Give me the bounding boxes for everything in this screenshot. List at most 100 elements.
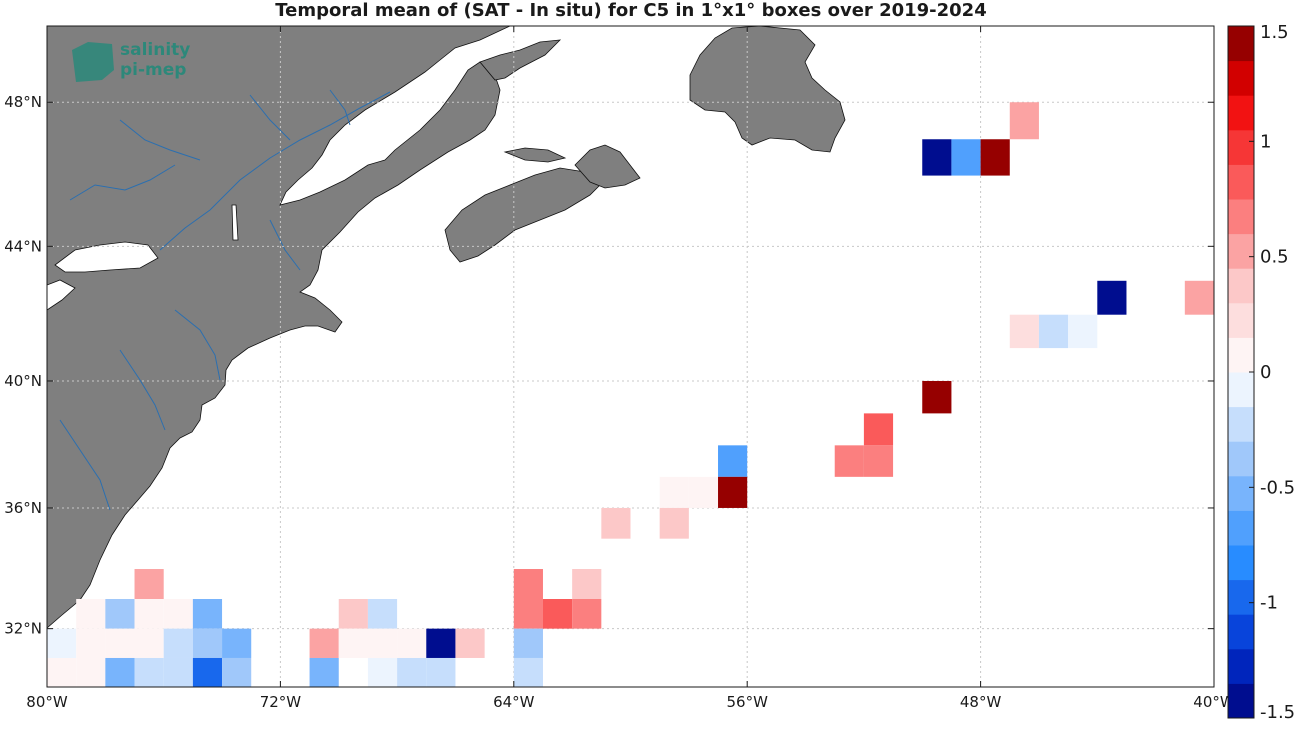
heatmap-cell-17 xyxy=(601,507,631,539)
river-e xyxy=(174,309,221,381)
lake-champlain xyxy=(231,204,239,241)
heatmap-cell-14 xyxy=(659,476,689,508)
heatmap-cell-35 xyxy=(76,628,106,658)
heatmap-cell-53 xyxy=(222,657,252,687)
heatmap-cell-41 xyxy=(309,628,339,658)
heatmap-cell-9 xyxy=(922,380,952,414)
heatmap-cell-38 xyxy=(163,628,193,658)
colorbar-level-18 xyxy=(1228,60,1254,96)
heatmap-cell-47 xyxy=(47,657,77,687)
heatmap-cell-10 xyxy=(863,413,894,446)
colorbar-ticks: 1.5 1 0.5 0 -0.5 -1 -1.5 xyxy=(1249,22,1295,723)
colorbar-level-19 xyxy=(1228,26,1254,62)
y-axis-ticks: 32°N 36°N 40°N 44°N 48°N xyxy=(4,93,1214,638)
map-frame xyxy=(46,25,1215,688)
colorbar-level-13 xyxy=(1228,233,1254,269)
chart-title: Temporal mean of (SAT - In situ) for C5 … xyxy=(275,0,986,21)
logo-line1: salinity xyxy=(120,40,190,60)
colorbar-tick-label-5: -1 xyxy=(1260,593,1278,614)
heatmap-cell-25 xyxy=(513,657,543,687)
heatmap-cell-55 xyxy=(367,657,398,687)
salinity-pi-mep-logo: salinity pi-mep xyxy=(72,40,190,82)
river-d xyxy=(329,89,351,126)
heatmap-cell-40 xyxy=(222,628,252,658)
x-tick-label-2: 64°W xyxy=(493,693,535,711)
river-g xyxy=(59,419,111,511)
river-f xyxy=(119,349,166,431)
colorbar-level-15 xyxy=(1228,164,1254,200)
heatmap-cell-19 xyxy=(513,569,543,600)
x-tick-label-0: 80°W xyxy=(26,693,68,711)
colorbar-level-17 xyxy=(1228,95,1254,131)
north-america-coast xyxy=(47,26,511,629)
heatmap-cell-22 xyxy=(542,599,573,629)
heatmap-cell-3 xyxy=(980,139,1010,176)
colorbar-level-0 xyxy=(1228,683,1254,719)
heatmap-cell-39 xyxy=(192,628,223,658)
heatmap-cell-2 xyxy=(951,139,981,176)
colorbar-tick-label-3: 0 xyxy=(1260,362,1271,383)
heatmap-cell-12 xyxy=(863,445,894,477)
colorbar-tick-label-1: 1 xyxy=(1260,131,1271,152)
x-tick-label-3: 56°W xyxy=(726,693,768,711)
y-tick-label-3: 44°N xyxy=(4,237,42,255)
heatmap-cell-8 xyxy=(1068,314,1098,349)
colorbar-level-10 xyxy=(1228,337,1254,373)
colorbar-level-8 xyxy=(1228,406,1254,442)
heatmap-cell-26 xyxy=(134,569,164,600)
heatmap-cell-24 xyxy=(513,628,543,658)
heatmap-cell-33 xyxy=(367,599,398,629)
heatmap-cell-37 xyxy=(134,628,164,658)
heatmap-cells xyxy=(47,102,1214,687)
heatmap-cell-48 xyxy=(76,657,106,687)
heatmap-cell-50 xyxy=(134,657,164,687)
heatmap-cell-30 xyxy=(163,599,193,629)
heatmap-cell-34 xyxy=(47,628,77,658)
gaspe-peninsula xyxy=(479,39,562,81)
land-mass xyxy=(47,26,846,629)
colorbar-level-14 xyxy=(1228,199,1254,235)
colorbar-level-16 xyxy=(1228,129,1254,165)
y-tick-label-0: 32°N xyxy=(4,620,42,638)
heatmap-cell-44 xyxy=(397,628,427,658)
logo-line2: pi-mep xyxy=(120,60,186,80)
colorbar-level-4 xyxy=(1228,545,1254,581)
cape-breton xyxy=(574,144,641,189)
heatmap-cell-32 xyxy=(338,599,368,629)
heatmap-cell-31 xyxy=(192,599,223,629)
colorbar-level-9 xyxy=(1228,372,1254,408)
heatmap-cell-36 xyxy=(105,628,135,658)
heatmap-cell-20 xyxy=(572,569,602,600)
colorbar-level-1 xyxy=(1228,648,1254,684)
heatmap-cell-23 xyxy=(572,599,602,629)
heatmap-cell-51 xyxy=(163,657,193,687)
heatmap-cell-56 xyxy=(397,657,427,687)
colorbar-level-3 xyxy=(1228,579,1254,615)
rivers xyxy=(59,89,391,511)
colorbar-level-6 xyxy=(1228,475,1254,511)
heatmap-cell-21 xyxy=(513,599,543,629)
heatmap-cell-43 xyxy=(367,628,398,658)
heatmap-cell-29 xyxy=(134,599,164,629)
heatmap-cell-45 xyxy=(426,628,456,658)
colorbar-level-2 xyxy=(1228,614,1254,650)
colorbar-level-11 xyxy=(1228,302,1254,338)
y-tick-label-2: 40°N xyxy=(4,372,42,390)
grid-lines xyxy=(47,26,1214,687)
heatmap-cell-16 xyxy=(718,476,748,508)
heatmap-cell-49 xyxy=(105,657,135,687)
heatmap-cell-4 xyxy=(1097,280,1127,315)
nova-scotia xyxy=(444,167,601,263)
lakes xyxy=(47,204,239,311)
colorbar-tick-label-4: -0.5 xyxy=(1260,477,1295,498)
river-a xyxy=(69,164,176,201)
heatmap-cell-28 xyxy=(105,599,135,629)
river-c xyxy=(249,94,291,141)
x-axis-ticks: 80°W 72°W 64°W 56°W 48°W 40°W xyxy=(26,26,1235,711)
x-tick-label-1: 72°W xyxy=(260,693,302,711)
heatmap-cell-54 xyxy=(309,657,339,687)
heatmap-cell-57 xyxy=(426,657,456,687)
lake-ontario xyxy=(54,241,159,273)
x-tick-label-4: 48°W xyxy=(960,693,1002,711)
